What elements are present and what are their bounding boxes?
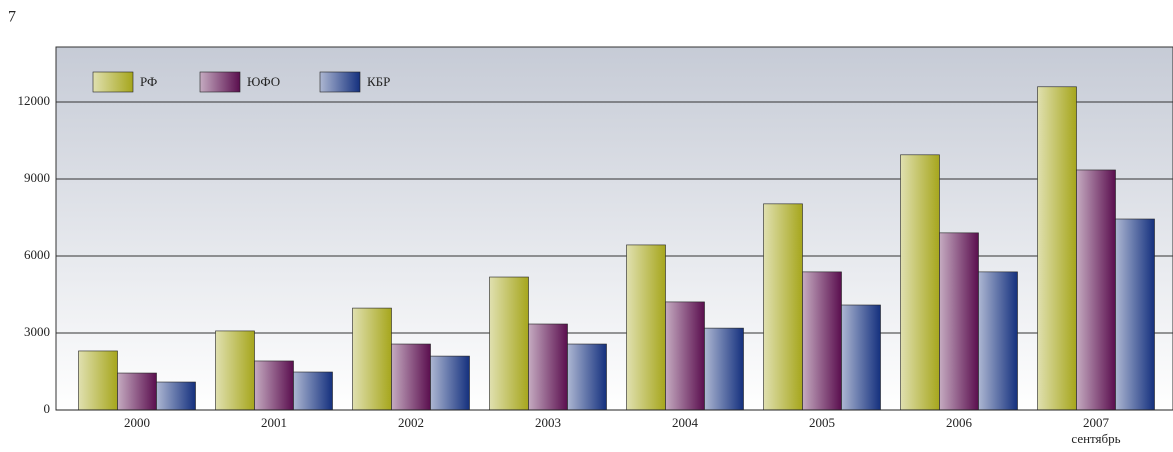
bar <box>489 276 529 411</box>
y-tick-label: 9000 <box>24 170 50 185</box>
bar <box>215 330 255 411</box>
page-number: 7 <box>8 9 16 26</box>
bar <box>254 360 294 411</box>
bar <box>1076 169 1116 411</box>
bar <box>567 343 607 411</box>
legend-label: КБР <box>367 74 390 89</box>
bar <box>430 355 470 411</box>
bar <box>978 271 1018 411</box>
x-tick-label: 2000 <box>124 415 150 430</box>
x-tick-note: сентябрь <box>1071 431 1120 446</box>
legend-swatch <box>92 71 134 93</box>
bar <box>704 327 744 411</box>
x-tick-label: 2007 <box>1083 415 1110 430</box>
bar <box>156 381 196 411</box>
bar <box>626 244 666 411</box>
legend-label: РФ <box>140 74 157 89</box>
bar <box>900 154 940 411</box>
bar <box>939 232 979 411</box>
y-tick-label: 0 <box>44 401 51 416</box>
bar <box>841 304 881 411</box>
bar <box>763 203 803 411</box>
x-tick-label: 2003 <box>535 415 561 430</box>
bar <box>78 350 118 411</box>
bar <box>528 323 568 411</box>
bar <box>293 371 333 411</box>
bar <box>352 307 392 411</box>
bar <box>1115 218 1155 411</box>
y-tick-label: 12000 <box>18 93 51 108</box>
legend-label: ЮФО <box>247 74 280 89</box>
x-tick-label: 2005 <box>809 415 835 430</box>
bar <box>117 372 157 411</box>
bar <box>665 301 705 411</box>
y-tick-label: 6000 <box>24 247 50 262</box>
legend-swatch <box>319 71 361 93</box>
x-tick-label: 2001 <box>261 415 287 430</box>
x-tick-label: 2004 <box>672 415 699 430</box>
x-tick-label: 2006 <box>946 415 973 430</box>
legend-swatch <box>199 71 241 93</box>
x-tick-label: 2002 <box>398 415 424 430</box>
bar <box>391 343 431 411</box>
bar <box>1037 86 1077 411</box>
y-tick-label: 3000 <box>24 324 50 339</box>
bar <box>802 271 842 411</box>
